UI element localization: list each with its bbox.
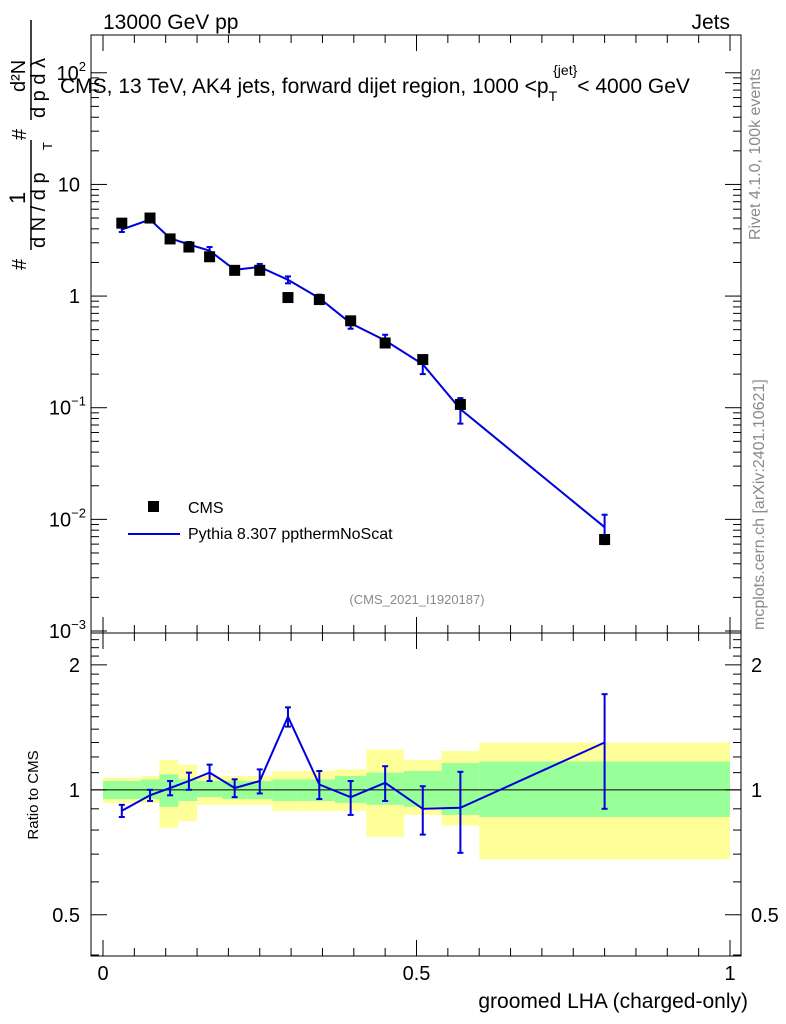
title-pre: CMS, 13 TeV, AK4 jets, forward dijet reg… xyxy=(60,75,549,98)
pythia-line xyxy=(121,218,606,528)
main-ytick-label: 10 xyxy=(58,174,80,196)
main-frame xyxy=(90,34,742,634)
main-ytick-label: 102 xyxy=(57,59,86,85)
ratio-ytick-label-right: 1 xyxy=(751,780,762,802)
main-ytick-label: 10−2 xyxy=(49,505,86,531)
ratio-frame xyxy=(90,632,742,957)
cms-marker xyxy=(282,292,294,304)
ylabel-dptdl: d p d λ xyxy=(28,58,50,118)
ratio-xlabel: groomed LHA (charged-only) xyxy=(478,990,748,1013)
header-right-label: Jets xyxy=(691,11,730,34)
legend: CMS Pythia 8.307 ppthermNoScat xyxy=(128,500,393,543)
cms-marker xyxy=(254,264,266,276)
main-ytick-base: 10 xyxy=(49,509,71,531)
legend-marker-cms xyxy=(148,501,159,512)
main-ytick-exp: −3 xyxy=(71,617,86,632)
ylabel-dn-dpt: d N / d p xyxy=(28,172,50,248)
analysis-watermark: (CMS_2021_I1920187) xyxy=(349,592,484,607)
plot-title: CMS, 13 TeV, AK4 jets, forward dijet reg… xyxy=(60,62,690,104)
ratio-xtick-label: 0 xyxy=(97,963,108,985)
main-data-layer xyxy=(116,212,611,546)
ylabel-d2n: d²N xyxy=(8,60,30,92)
ratio-axis-ticks: 2 2 1 1 0.5 0.5 0 0.5 1 xyxy=(52,633,779,985)
legend-label-cms: CMS xyxy=(188,500,224,517)
ratio-data-layer xyxy=(118,693,608,854)
cms-marker xyxy=(379,337,391,349)
main-ytick-label: 10−3 xyxy=(49,617,86,643)
rivet-version-label: Rivet 4.1.0, 100k events xyxy=(747,68,764,240)
main-ytick-base: 10 xyxy=(49,398,71,420)
ratio-bands xyxy=(91,742,741,860)
cms-marker xyxy=(116,217,128,229)
legend-label-pythia: Pythia 8.307 ppthermNoScat xyxy=(188,526,393,543)
cms-marker xyxy=(417,354,429,366)
ylabel-one: 1 xyxy=(5,192,30,204)
cms-marker xyxy=(204,251,216,263)
cms-marker xyxy=(164,233,176,245)
cms-marker xyxy=(599,534,611,546)
title-sub: T xyxy=(549,88,558,104)
cms-marker xyxy=(229,264,241,276)
cms-marker xyxy=(183,241,195,253)
ratio-ytick-label-right: 2 xyxy=(751,655,762,677)
main-ytick-exp: −1 xyxy=(71,394,86,409)
header-left-label: 13000 GeV pp xyxy=(103,11,238,34)
cms-marker xyxy=(313,294,325,306)
mcplots-label: mcplots.cern.ch [arXiv:2401.10621] xyxy=(751,379,768,630)
main-ytick-exp: 2 xyxy=(79,59,86,74)
ratio-xtick-label: 1 xyxy=(724,963,735,985)
main-ylabel: # 1 d N / d p T # d²N d p d λ xyxy=(5,20,55,270)
ratio-ytick-label-right: 0.5 xyxy=(751,905,779,927)
main-ytick-exp: −2 xyxy=(71,505,86,520)
cms-marker xyxy=(144,212,156,224)
title-sup: {jet} xyxy=(553,62,577,78)
ratio-ytick-label: 1 xyxy=(69,780,80,802)
cms-marker xyxy=(345,315,357,327)
main-ytick-base: 10 xyxy=(49,621,71,643)
ratio-ytick-label: 0.5 xyxy=(52,905,80,927)
main-ytick-label: 10−1 xyxy=(49,394,86,420)
cms-marker xyxy=(454,398,466,410)
ylabel-hash2: # xyxy=(9,128,31,140)
ylabel-t-sub: T xyxy=(40,142,55,150)
main-ytick-base: 10 xyxy=(57,63,79,85)
green-band-segment xyxy=(159,774,179,807)
title-post: < 4000 GeV xyxy=(577,75,690,98)
ratio-ytick-label: 2 xyxy=(69,655,80,677)
main-ytick-label: 1 xyxy=(69,286,80,308)
ylabel-hash1: # xyxy=(9,258,31,270)
ratio-ylabel: Ratio to CMS xyxy=(25,750,42,839)
green-band-segment xyxy=(197,781,223,798)
ratio-xtick-label: 0.5 xyxy=(403,963,431,985)
ratio-line xyxy=(121,714,606,812)
